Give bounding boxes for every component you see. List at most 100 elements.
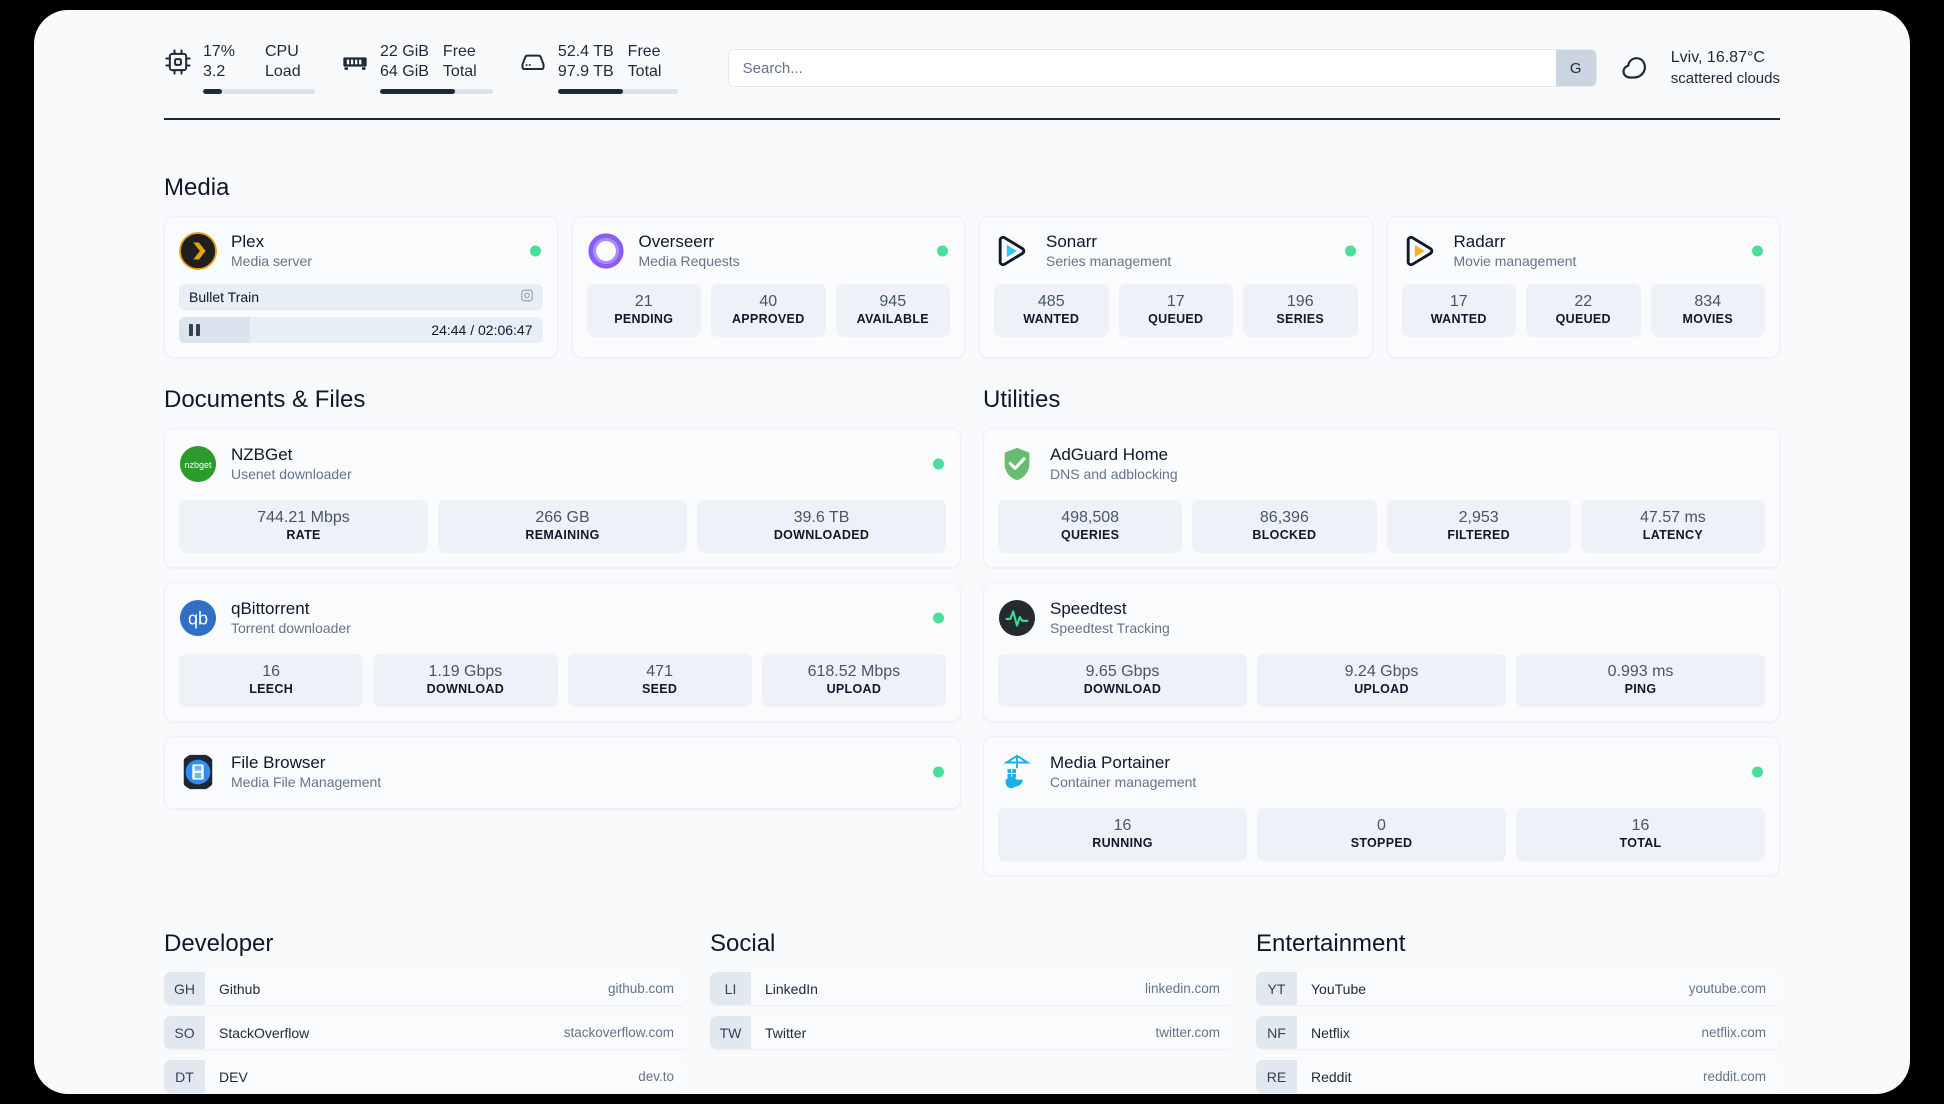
service-card-plex[interactable]: Plex Media server Bullet Train [164, 216, 558, 358]
stat-label: RATE [286, 528, 321, 542]
overseerr-icon [587, 232, 625, 270]
storage-label-1: Free [627, 43, 661, 60]
stat-value: 17 [1449, 293, 1468, 310]
stat-label: MOVIES [1682, 312, 1733, 326]
stat-label: AVAILABLE [856, 312, 929, 326]
nzbget-icon: nzbget [179, 445, 217, 483]
bookmark-abbr: YT [1256, 972, 1297, 1005]
service-name: NZBGet [231, 445, 293, 464]
utilities-section-title: Utilities [983, 386, 1061, 413]
cpu-label-2: Load [265, 63, 301, 80]
search-input[interactable] [728, 50, 1556, 86]
memory-label-2: Total [442, 63, 477, 80]
cpu-value-2: 3.2 [203, 63, 226, 80]
service-card-nzbget[interactable]: nzbget NZBGet Usenet downloader 74 [164, 428, 961, 568]
bookmark-abbr: GH [164, 972, 205, 1005]
status-badge [933, 458, 944, 470]
stat-label: PING [1624, 682, 1657, 696]
service-card-portainer[interactable]: Media Portainer Container management 16 … [983, 736, 1780, 876]
service-card-adguard[interactable]: AdGuard Home DNS and adblocking 498,508 … [983, 428, 1780, 568]
radarr-icon [1402, 232, 1440, 270]
stat-label: APPROVED [731, 312, 805, 326]
stat-series: 196 SERIES [1243, 284, 1358, 337]
bookmark-item-dev[interactable]: DT DEV dev.to [164, 1060, 688, 1093]
now-playing-progress[interactable]: 24:44 / 02:06:47 [179, 317, 543, 343]
gear-icon[interactable] [520, 289, 534, 306]
storage-value-1: 52.4 TB [557, 43, 614, 60]
weather-location-temp: Lviv, 16.87°C [1670, 49, 1765, 66]
stat-label: LATENCY [1642, 528, 1703, 542]
now-playing-time: 24:44 / 02:06:47 [431, 322, 533, 338]
now-playing-title-row[interactable]: Bullet Train [179, 284, 543, 310]
media-section-title: Media [164, 174, 230, 201]
stat-label: QUEUED [1555, 312, 1611, 326]
stat-value: 1.19 Gbps [428, 663, 503, 680]
stat-wanted: 17 WANTED [1401, 284, 1516, 337]
status-badge [933, 612, 944, 624]
stat-value: 47.57 ms [1639, 509, 1706, 526]
bookmark-item-stackoverflow[interactable]: SO StackOverflow stackoverflow.com [164, 1016, 688, 1049]
status-badge [937, 245, 948, 257]
documents-section: Documents & Files nzbget NZBGet [164, 386, 961, 876]
stat-available: 945 AVAILABLE [835, 284, 950, 337]
stat-movies: 834 MOVIES [1650, 284, 1765, 337]
stat-label: QUEUED [1148, 312, 1204, 326]
portainer-icon [998, 753, 1036, 791]
plex-icon [179, 232, 217, 270]
service-subtitle: Torrent downloader [231, 620, 351, 636]
stat-label: PENDING [614, 312, 674, 326]
cloud-icon [1619, 52, 1657, 84]
service-card-qbittorrent[interactable]: qb qBittorrent Torrent downloader [164, 582, 961, 722]
service-subtitle: Container management [1050, 774, 1197, 790]
service-name: Speedtest [1050, 599, 1127, 618]
bookmark-item-github[interactable]: GH Github github.com [164, 972, 688, 1005]
stat-queued: 22 QUEUED [1526, 284, 1641, 337]
pause-icon[interactable] [189, 324, 200, 336]
stat-value: 945 [879, 293, 907, 310]
service-card-overseerr[interactable]: Overseerr Media Requests 21 PENDING 40 A… [571, 216, 965, 358]
weather-condition: scattered clouds [1670, 70, 1780, 87]
service-name: Plex [231, 232, 265, 251]
stat-value: 86,396 [1259, 509, 1309, 526]
service-card-radarr[interactable]: Radarr Movie management 17 WANTED 22 QUE… [1386, 216, 1780, 358]
bookmark-group-title: Developer [164, 930, 274, 957]
service-name: AdGuard Home [1050, 445, 1169, 464]
stat-filtered: 2,953 FILTERED [1386, 500, 1571, 553]
service-card-speedtest[interactable]: Speedtest Speedtest Tracking 9.65 Gbps D… [983, 582, 1780, 722]
header-divider [164, 118, 1780, 120]
bookmark-url: youtube.com [1688, 981, 1766, 996]
bookmark-item-linkedin[interactable]: LI LinkedIn linkedin.com [710, 972, 1234, 1005]
bookmark-item-twitter[interactable]: TW Twitter twitter.com [710, 1016, 1234, 1049]
sonarr-icon [994, 232, 1032, 270]
memory-value-1: 22 GiB [380, 43, 429, 60]
stat-label: DOWNLOAD [1083, 682, 1162, 696]
bookmark-url: linkedin.com [1144, 981, 1220, 996]
bookmark-item-youtube[interactable]: YT YouTube youtube.com [1256, 972, 1780, 1005]
stat-remaining: 266 GB REMAINING [438, 500, 687, 553]
cpu-chip-icon [164, 48, 192, 76]
bookmark-name: StackOverflow [219, 1024, 310, 1041]
stat-value: 834 [1694, 293, 1722, 310]
qbittorrent-icon: qb [179, 599, 217, 637]
memory-usage-bar [380, 89, 493, 94]
stat-value: 17 [1166, 293, 1185, 310]
service-card-sonarr[interactable]: Sonarr Series management 485 WANTED 17 Q… [979, 216, 1373, 358]
bookmark-item-netflix[interactable]: NF Netflix netflix.com [1256, 1016, 1780, 1049]
stat-label: LEECH [249, 682, 294, 696]
bookmark-abbr: NF [1256, 1016, 1297, 1049]
system-stat-memory: 22 GiB 64 GiB Free Total [341, 42, 493, 94]
stat-value: 39.6 TB [793, 509, 850, 526]
stat-value: 9.65 Gbps [1085, 663, 1160, 680]
status-badge [1752, 766, 1763, 778]
stat-stopped: 0 STOPPED [1257, 808, 1506, 861]
stat-wanted: 485 WANTED [994, 284, 1109, 337]
memory-label-1: Free [442, 43, 476, 60]
stat-label: DOWNLOADED [773, 528, 870, 542]
service-card-file-browser[interactable]: File Browser Media File Management [164, 736, 961, 809]
bookmark-item-reddit[interactable]: RE Reddit reddit.com [1256, 1060, 1780, 1093]
search-box[interactable]: G [727, 49, 1597, 87]
bookmark-abbr: RE [1256, 1060, 1297, 1093]
bookmark-name: DEV [219, 1068, 248, 1085]
search-provider-button[interactable]: G [1555, 50, 1596, 86]
service-name: Media Portainer [1050, 753, 1171, 772]
